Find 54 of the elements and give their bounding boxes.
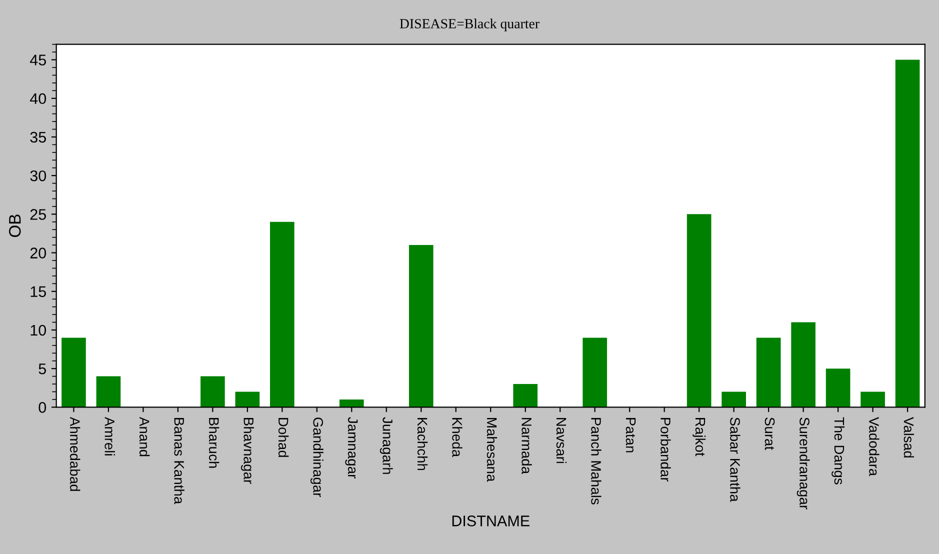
x-tick-label: Surat (764, 418, 775, 450)
x-tick-label: Gandhinagar (310, 418, 324, 497)
bar (722, 392, 746, 408)
x-tick-label: Ahmedabad (70, 416, 80, 491)
x-tick-label: Anand (139, 416, 150, 456)
x-tick-label: Sabar Kantha (730, 418, 740, 502)
x-tick-label: Narmada (522, 418, 532, 474)
x-tick-label: Kachchh (417, 418, 428, 470)
bar (96, 376, 121, 408)
x-tick-label: Dohad (278, 418, 289, 457)
bar (582, 338, 608, 408)
x-tick-label: Mahesana (486, 418, 498, 482)
y-tick-label: 0 (38, 402, 46, 413)
y-tick-label: 30 (30, 170, 46, 182)
x-tick-label: Kheda (452, 418, 462, 458)
bar (895, 60, 920, 408)
x-tick-label: Surendranagar (796, 418, 810, 510)
x-tick-label: Panch Mahals (591, 418, 602, 504)
x-tick-label: Patan (626, 418, 636, 452)
bar (62, 338, 86, 408)
bar (513, 384, 538, 408)
y-tick-label: 45 (30, 54, 46, 66)
y-tick-label: 10 (30, 324, 46, 336)
x-tick-label: Rajkot (692, 418, 706, 456)
y-tick-label: 40 (30, 93, 46, 104)
bar (200, 376, 225, 408)
x-tick-label: Navsari (556, 418, 567, 464)
bar (339, 399, 364, 408)
bar (270, 222, 294, 408)
y-axis-title: OB (8, 214, 21, 238)
y-tick-label: 5 (38, 364, 46, 374)
bar (408, 245, 434, 408)
x-tick-label: Junagarh (380, 417, 393, 474)
bar (826, 368, 850, 408)
y-tick-label: 15 (30, 286, 46, 298)
bar (756, 338, 781, 408)
x-tick-label: Bharuch (208, 418, 220, 468)
x-tick-label: Porbandar (660, 418, 671, 482)
y-tick-label: 20 (30, 248, 46, 258)
x-axis-title: DISTNAME (452, 516, 530, 526)
x-tick-label: Bhavnagar (240, 418, 254, 484)
bar (860, 392, 885, 408)
bar (791, 322, 816, 408)
x-tick-label: Vadodara (869, 416, 880, 476)
y-tick-label: 25 (30, 209, 46, 220)
bar (235, 392, 260, 408)
bar (686, 214, 712, 408)
x-tick-label: Valsad (904, 416, 914, 458)
x-tick-label: Banas Kantha (174, 418, 184, 504)
chart-title: DISEASE=Black quarter (400, 18, 540, 32)
x-tick-label: The Dangs (832, 417, 845, 484)
x-tick-label: Amreli (104, 416, 115, 456)
y-tick-label: 35 (30, 132, 46, 143)
x-tick-label: Jamnagar (345, 417, 358, 478)
